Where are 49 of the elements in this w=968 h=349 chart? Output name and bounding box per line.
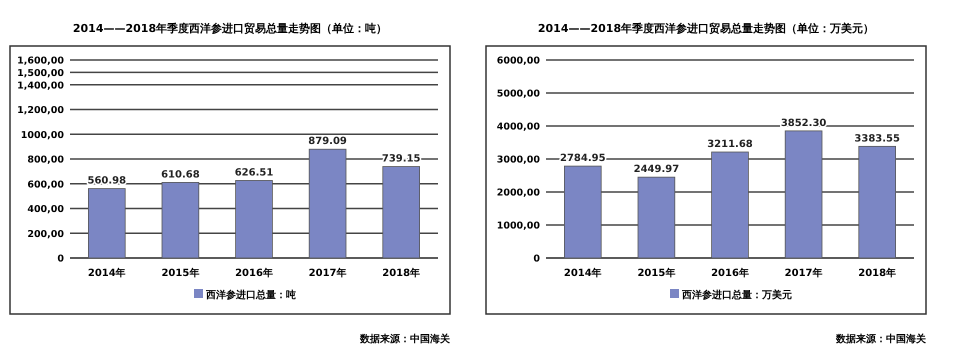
bar [711, 152, 749, 258]
x-tick-label: 2016年 [235, 267, 273, 279]
x-tick-label: 2017年 [784, 267, 823, 279]
bar [88, 188, 126, 258]
y-tick-label: 1,200,00 [17, 105, 64, 116]
y-tick-label: 3000,00 [496, 154, 540, 166]
bar [638, 176, 676, 258]
bar [858, 146, 896, 258]
bar [162, 182, 200, 258]
y-tick-label: 600,00 [27, 179, 64, 190]
x-tick-label: 2014年 [88, 267, 126, 279]
y-tick-label: 200,00 [27, 228, 64, 240]
y-tick-label: 400,00 [27, 204, 64, 215]
legend-label: 西洋参进口总量：万美元 [681, 289, 792, 301]
chart-title: 2014——2018年季度西洋参进口贸易总量走势图（单位：吨） [72, 22, 388, 35]
data-label: 3211.68 [707, 139, 753, 150]
source-note: 数据来源：中国海关 [359, 333, 451, 345]
y-tick-label: 4000,00 [496, 122, 540, 132]
bar [308, 148, 346, 258]
y-tick-label: 0 [533, 254, 540, 264]
y-tick-label: 1,400,00 [17, 80, 64, 92]
x-tick-label: 2014年 [564, 267, 602, 279]
data-label: 879.09 [308, 136, 347, 148]
x-tick-label: 2015年 [161, 267, 200, 279]
x-tick-label: 2015年 [637, 267, 676, 279]
data-label: 3383.55 [854, 133, 900, 144]
bar [235, 180, 273, 258]
y-tick-label: 1000,00 [496, 220, 540, 232]
bar [564, 166, 602, 258]
x-tick-label: 2018年 [858, 267, 896, 279]
x-tick-label: 2018年 [382, 267, 420, 279]
y-tick-label: 5000,00 [496, 88, 540, 100]
chart-title: 2014——2018年季度西洋参进口贸易总量走势图（单位：万美元） [538, 22, 874, 35]
y-tick-label: 0 [57, 254, 64, 264]
y-tick-label: 1,600,00 [17, 56, 64, 66]
x-tick-label: 2017年 [308, 267, 347, 279]
data-label: 610.68 [161, 169, 200, 180]
data-label: 2449.97 [634, 164, 680, 176]
y-tick-label: 6000,00 [496, 56, 540, 66]
bar [784, 130, 822, 258]
y-tick-label: 1,500,00 [17, 68, 64, 79]
x-tick-label: 2016年 [711, 267, 749, 279]
source-note: 数据来源：中国海关 [835, 333, 927, 345]
y-tick-label: 1000,00 [20, 130, 64, 141]
legend-label: 西洋参进口总量：吨 [205, 289, 296, 301]
data-label: 626.51 [234, 167, 274, 178]
y-tick-label: 800,00 [27, 154, 64, 166]
bar [382, 166, 420, 258]
y-tick-label: 2000,00 [496, 188, 540, 198]
